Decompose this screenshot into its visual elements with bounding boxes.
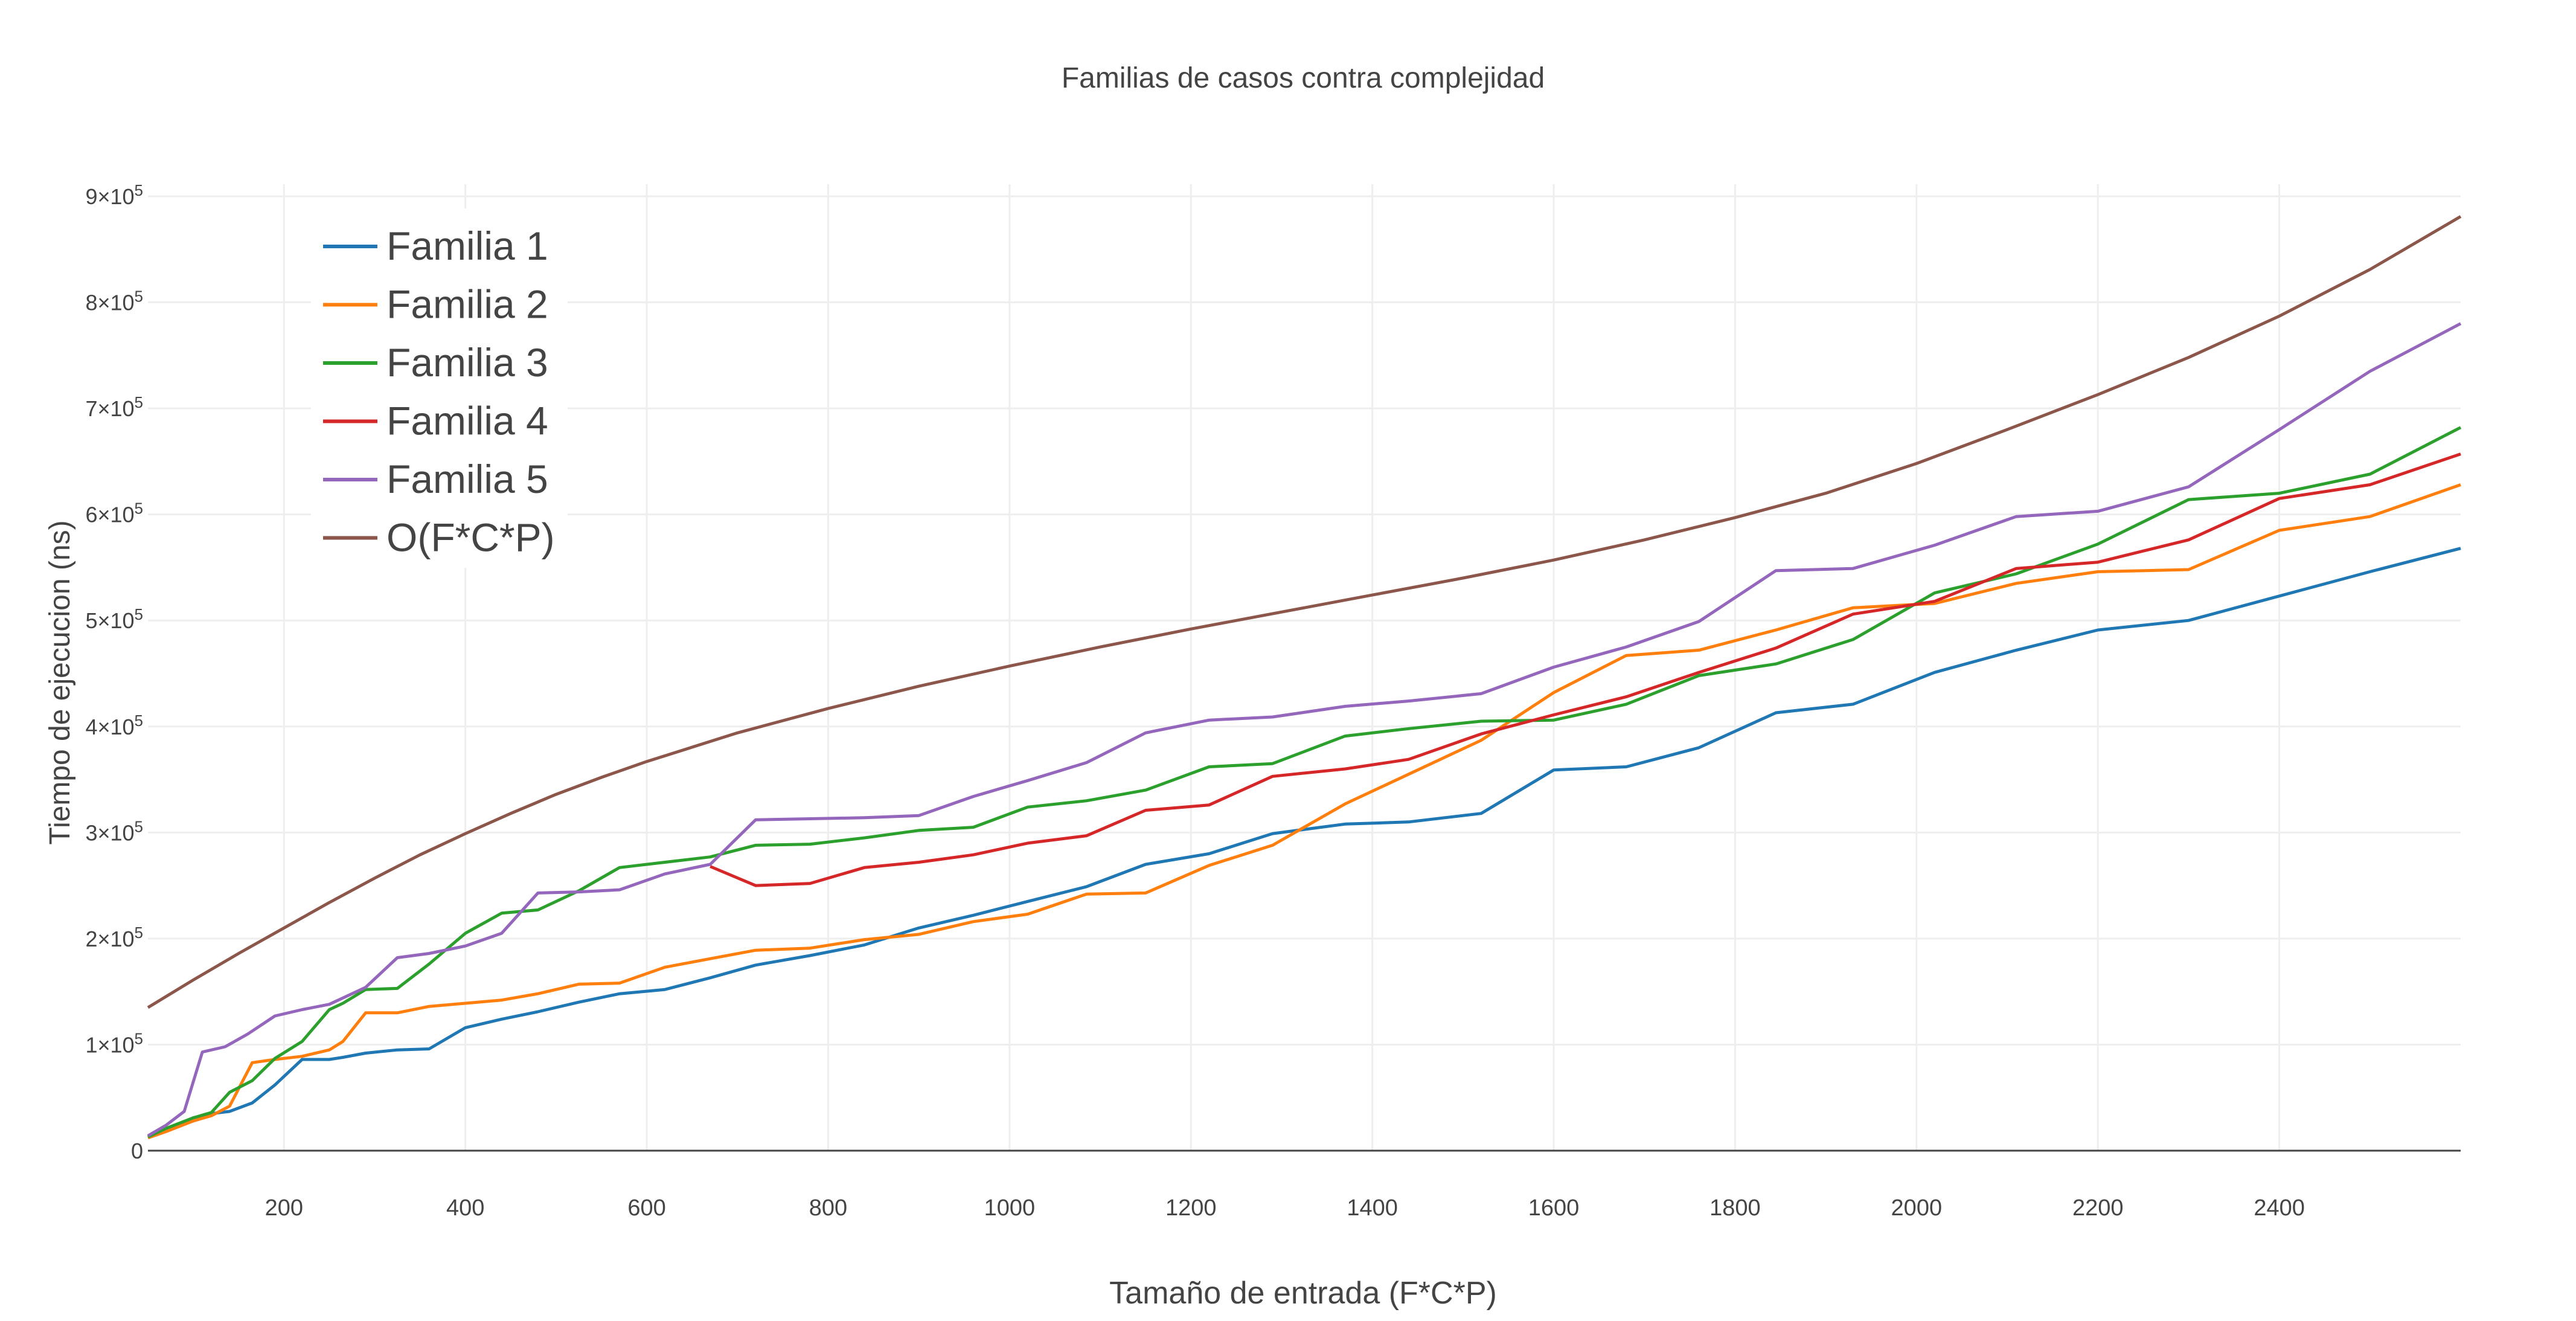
series-line-familia-2: [147, 483, 2461, 1140]
x-tick-label: 800: [809, 1195, 847, 1221]
x-tick-label: 200: [265, 1195, 303, 1221]
series-line-familia-1: [147, 547, 2461, 1139]
legend-background: [311, 208, 568, 568]
y-tick-label: 7×105: [85, 393, 143, 421]
x-tick-label: 2200: [2072, 1195, 2124, 1221]
x-tick-label: 600: [627, 1195, 665, 1221]
x-tick-label: 1400: [1347, 1195, 1398, 1221]
x-axis-ticks: 200 400 600 800 1000 1200 1400 1600 1800 2000 2200…: [265, 1195, 2305, 1221]
legend-label: O(F*C*P): [386, 515, 555, 560]
series-lines: [147, 215, 2462, 1140]
legend-label: Familia 2: [386, 282, 548, 327]
x-tick-label: 1600: [1528, 1195, 1580, 1221]
legend-label: Familia 3: [386, 340, 548, 385]
y-tick-label: 5×105: [85, 605, 143, 633]
y-tick-label: 2×105: [85, 924, 143, 951]
y-tick-label: 9×105: [85, 181, 143, 209]
chart-title: Familias de casos contra complejidad: [1062, 62, 1545, 94]
x-tick-label: 2400: [2254, 1195, 2305, 1221]
x-tick-label: 400: [446, 1195, 484, 1221]
x-axis-label: Tamaño de entrada (F*C*P): [1109, 1276, 1497, 1311]
series-line-familia-3: [147, 426, 2462, 1139]
y-tick-label: 3×105: [85, 817, 143, 845]
y-axis-ticks: 0 1×105 2×105 3×105 4×105 5×105 6×105 7×105 8×10…: [85, 181, 143, 1163]
series-line-familia-5: [147, 322, 2462, 1137]
x-tick-label: 1000: [984, 1195, 1036, 1221]
grid: [148, 184, 2461, 1151]
legend-label: Familia 1: [386, 223, 548, 268]
legend-label: Familia 4: [386, 399, 548, 443]
x-tick-label: 2000: [1891, 1195, 1943, 1221]
y-tick-label: 8×105: [85, 288, 143, 315]
legend-label: Familia 5: [386, 457, 548, 501]
y-tick-label: 6×105: [85, 500, 143, 527]
x-tick-label: 1800: [1709, 1195, 1761, 1221]
y-tick-label: 0: [131, 1139, 143, 1163]
y-tick-label: 1×105: [85, 1029, 143, 1057]
series-line-familia-4: [710, 452, 2461, 887]
series-line-o-f-c-p: [147, 215, 2462, 1009]
y-tick-label: 4×105: [85, 712, 143, 739]
legend: Familia 1 Familia 2 Familia 3 Familia 4 Fami…: [311, 208, 568, 568]
y-axis-label: Tiempo de ejecucion (ns): [44, 520, 76, 844]
x-tick-label: 1200: [1165, 1195, 1217, 1221]
